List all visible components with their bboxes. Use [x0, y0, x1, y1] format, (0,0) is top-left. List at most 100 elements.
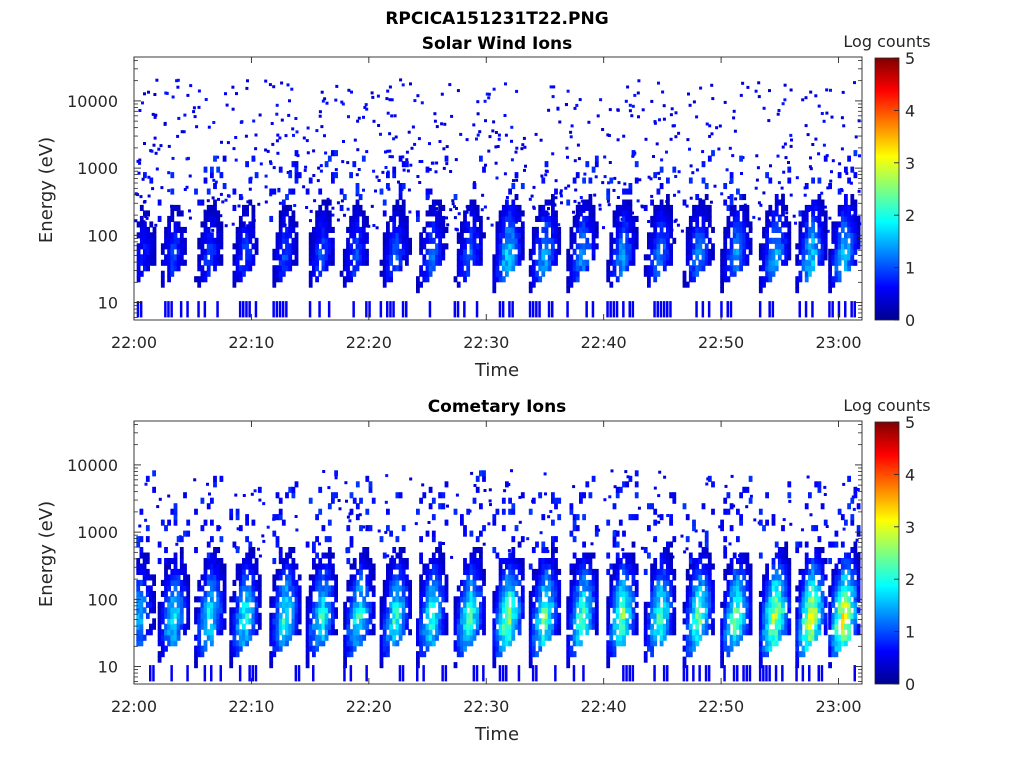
- burst-count-cell: [419, 237, 423, 244]
- burst-count-cell: [194, 607, 198, 614]
- burst-count-cell: [382, 596, 387, 603]
- burst-count-cell: [285, 585, 289, 592]
- burst-count-cell: [179, 590, 184, 597]
- burst-count-cell: [662, 612, 667, 619]
- burst-count-cell: [732, 270, 737, 277]
- burst-count-cell: [275, 612, 280, 619]
- burst-count-cell: [222, 623, 227, 630]
- burst-count-cell: [392, 634, 397, 641]
- burst-count-cell: [594, 574, 599, 581]
- burst-count-cell: [229, 629, 234, 636]
- burst-count-cell: [422, 226, 427, 233]
- sparse-count-cell: [823, 485, 827, 489]
- burst-count-cell: [331, 254, 335, 261]
- burst-count-cell: [362, 618, 367, 625]
- low-energy-count-cell: [831, 301, 834, 318]
- burst-count-cell: [245, 536, 249, 543]
- burst-count-cell: [508, 585, 512, 592]
- burst-count-cell: [631, 541, 636, 548]
- burst-count-cell: [544, 574, 549, 581]
- burst-count-cell: [327, 237, 332, 244]
- sparse-count-cell: [411, 125, 415, 129]
- sparse-count-cell: [167, 144, 171, 148]
- burst-count-cell: [343, 656, 347, 663]
- burst-count-cell: [508, 237, 512, 244]
- burst-count-cell: [235, 596, 240, 603]
- burst-count-cell: [365, 629, 370, 636]
- burst-count-cell: [425, 248, 430, 255]
- burst-count-cell: [368, 563, 373, 570]
- burst-count-cell: [315, 645, 319, 652]
- burst-count-cell: [692, 265, 696, 272]
- burst-count-cell: [197, 254, 202, 261]
- burst-count-cell: [460, 221, 464, 228]
- burst-count-cell: [745, 232, 750, 239]
- burst-count-cell: [179, 232, 184, 239]
- burst-count-cell: [662, 259, 667, 266]
- sparse-count-cell: [309, 219, 312, 223]
- burst-count-cell: [856, 226, 861, 233]
- burst-count-cell: [771, 254, 776, 261]
- sparse-count-cell: [757, 95, 761, 99]
- burst-count-cell: [579, 607, 583, 614]
- burst-count-cell: [808, 265, 812, 272]
- burst-count-cell: [729, 259, 734, 266]
- burst-count-cell: [541, 541, 546, 548]
- burst-count-cell: [685, 232, 690, 239]
- burst-count-cell: [251, 607, 256, 614]
- burst-count-cell: [569, 232, 574, 239]
- burst-count-cell: [431, 237, 436, 244]
- burst-count-cell: [368, 574, 373, 581]
- burst-count-cell: [508, 497, 512, 504]
- burst-count-cell: [554, 601, 558, 608]
- burst-count-cell: [475, 210, 480, 217]
- low-energy-count-cell: [216, 301, 219, 318]
- low-energy-count-cell: [844, 301, 847, 318]
- burst-count-cell: [395, 226, 400, 233]
- sparse-count-cell: [226, 141, 230, 145]
- burst-count-cell: [331, 607, 335, 614]
- burst-count-cell: [804, 232, 809, 239]
- burst-count-cell: [554, 579, 558, 586]
- burst-count-cell: [408, 601, 412, 608]
- burst-count-cell: [382, 276, 387, 283]
- burst-count-cell: [541, 265, 546, 272]
- burst-count-cell: [401, 254, 406, 261]
- burst-count-cell: [811, 232, 815, 239]
- burst-count-cell: [281, 254, 286, 261]
- burst-count-cell: [495, 640, 500, 647]
- burst-count-cell: [428, 640, 433, 647]
- burst-count-cell: [831, 248, 836, 255]
- burst-count-cell: [547, 199, 552, 206]
- burst-count-cell: [704, 259, 709, 266]
- burst-count-cell: [615, 585, 620, 592]
- burst-count-cell: [701, 254, 706, 261]
- burst-count-cell: [662, 596, 667, 603]
- burst-count-cell: [569, 651, 574, 658]
- burst-count-cell: [361, 259, 366, 266]
- burst-count-cell: [853, 243, 858, 250]
- burst-count-cell: [216, 623, 221, 630]
- burst-count-cell: [392, 237, 397, 244]
- burst-count-cell: [653, 172, 658, 179]
- low-energy-count-cell: [482, 665, 485, 682]
- burst-count-cell: [352, 585, 357, 592]
- burst-count-cell: [582, 601, 586, 608]
- burst-count-cell: [281, 601, 286, 608]
- burst-count-cell: [544, 243, 549, 250]
- burst-count-cell: [275, 270, 280, 277]
- burst-count-cell: [219, 558, 224, 565]
- burst-count-cell: [368, 481, 373, 488]
- burst-count-cell: [145, 612, 150, 619]
- burst-count-cell: [278, 226, 283, 233]
- burst-count-cell: [441, 254, 446, 261]
- burst-count-cell: [206, 601, 211, 608]
- burst-count-cell: [210, 254, 214, 261]
- burst-count-cell: [143, 226, 147, 233]
- burst-count-cell: [386, 508, 390, 515]
- burst-count-cell: [492, 514, 497, 521]
- burst-count-cell: [554, 547, 558, 554]
- low-energy-count-cell: [203, 665, 207, 682]
- burst-count-cell: [321, 596, 326, 603]
- burst-count-cell: [544, 232, 549, 239]
